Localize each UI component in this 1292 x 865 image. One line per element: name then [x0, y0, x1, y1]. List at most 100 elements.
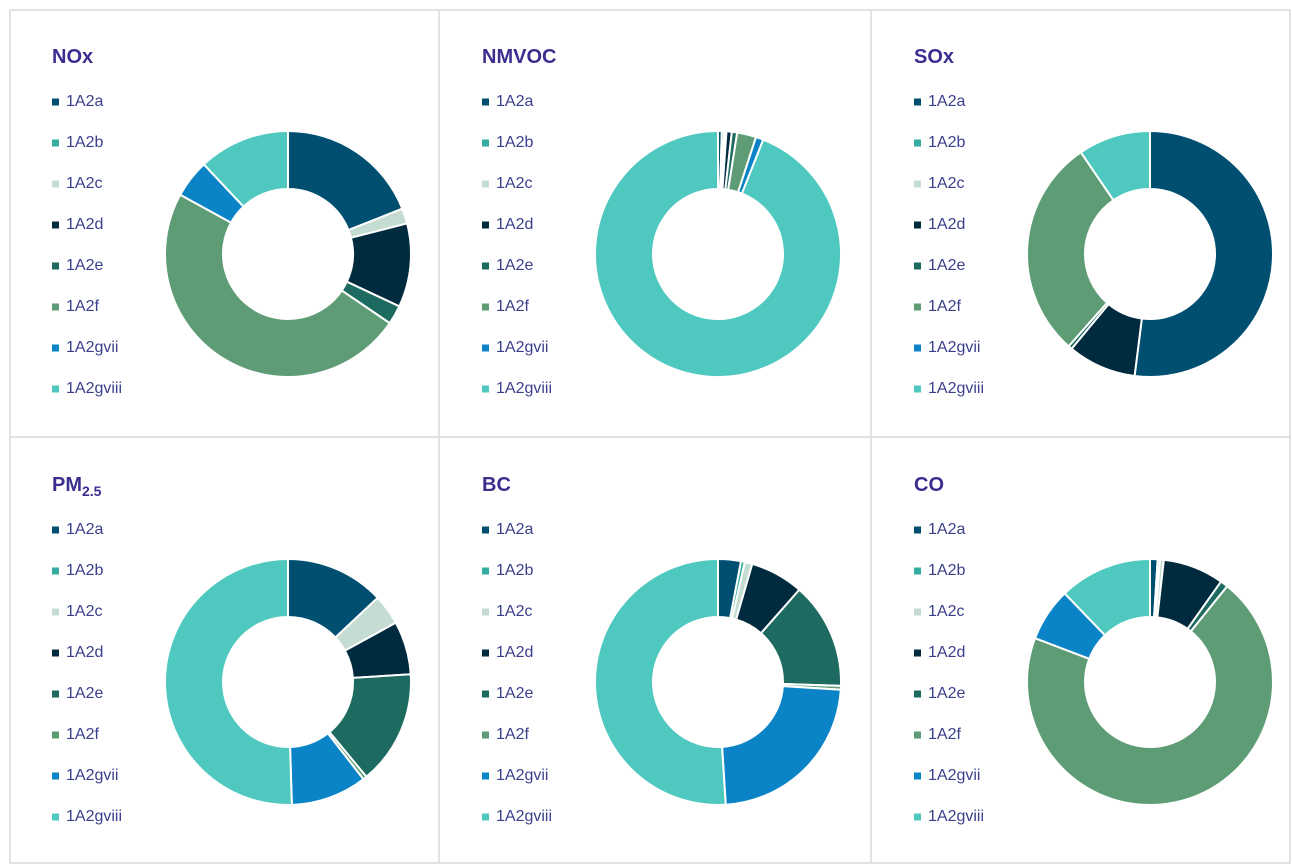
legend-label: 1A2gvii — [928, 767, 980, 784]
legend-swatch — [52, 813, 59, 821]
title-text: NOx — [52, 46, 93, 68]
legend-swatch — [914, 180, 921, 188]
legend-swatch — [52, 139, 59, 147]
legend-label: 1A2gviii — [66, 380, 122, 397]
legend-swatch — [52, 608, 59, 616]
legend-swatch — [482, 649, 489, 657]
legend-label: 1A2d — [496, 216, 533, 233]
legend-swatch — [52, 690, 59, 698]
legend-swatch — [52, 98, 59, 106]
legend-swatch — [52, 385, 59, 393]
donut-panel: CO 1A2a 1A2b 1A2c 1A2d 1A2e 1A2f 1A2gvii 1A2gvii… — [914, 474, 1275, 825]
legend-label: 1A2d — [66, 216, 103, 233]
donut-slice — [164, 193, 392, 378]
legend-label: 1A2a — [496, 93, 533, 110]
legend-swatch — [482, 303, 489, 311]
legend-label: 1A2gvii — [928, 339, 980, 356]
legend-swatch — [482, 772, 489, 780]
legend-swatch — [52, 221, 59, 229]
legend-swatch — [482, 690, 489, 698]
legend-swatch — [482, 344, 489, 352]
legend-swatch — [482, 567, 489, 575]
legend-label: 1A2gviii — [928, 380, 984, 397]
donut-panel: NOx 1A2a 1A2b 1A2c 1A2d 1A2e 1A2f 1A2gvii 1A2gvi… — [52, 46, 412, 397]
title-subscript: 2.5 — [82, 483, 102, 499]
chart-title: SOx — [914, 46, 954, 68]
legend-swatch — [914, 649, 921, 657]
chart-title: CO — [914, 474, 944, 496]
legend-swatch — [482, 813, 489, 821]
title-text: BC — [482, 474, 511, 496]
legend-swatch — [914, 98, 921, 106]
legend-label: 1A2e — [66, 685, 103, 702]
legend-swatch — [52, 303, 59, 311]
legend-label: 1A2c — [66, 175, 102, 192]
donut-slice — [1133, 129, 1274, 378]
legend-swatch — [914, 731, 921, 739]
donut-slice — [593, 557, 727, 806]
legend-label: 1A2c — [496, 175, 532, 192]
legend-label: 1A2e — [66, 257, 103, 274]
donut-panel: NMVOC 1A2a 1A2b 1A2c 1A2d 1A2e 1A2f 1A2gvii 1A2g… — [482, 46, 842, 397]
donut-slice — [202, 129, 289, 209]
legend-label: 1A2d — [928, 644, 965, 661]
legend-swatch — [914, 526, 921, 534]
legend-label: 1A2a — [66, 521, 103, 538]
legend-label: 1A2gviii — [66, 808, 122, 825]
legend-swatch — [914, 608, 921, 616]
legend-swatch — [52, 731, 59, 739]
legend-label: 1A2d — [496, 644, 533, 661]
chart-title: PM2.5 — [52, 474, 102, 498]
donut-panel: SOx 1A2a 1A2b 1A2c 1A2d 1A2e 1A2f 1A2gvii 1A2gvi… — [914, 46, 1274, 397]
legend-swatch — [482, 385, 489, 393]
legend-swatch — [52, 772, 59, 780]
legend-label: 1A2d — [66, 644, 103, 661]
legend-swatch — [482, 526, 489, 534]
legend-swatch — [482, 98, 489, 106]
legend-swatch — [482, 731, 489, 739]
donut-slice — [1079, 129, 1151, 202]
legend-label: 1A2b — [66, 134, 103, 151]
legend-label: 1A2b — [928, 134, 965, 151]
legend-label: 1A2a — [928, 521, 965, 538]
legend-label: 1A2gvii — [496, 339, 548, 356]
legend-swatch — [482, 608, 489, 616]
legend-label: 1A2f — [496, 298, 529, 315]
legend-label: 1A2a — [496, 521, 533, 538]
legend-label: 1A2c — [496, 603, 532, 620]
legend-label: 1A2b — [66, 562, 103, 579]
legend-label: 1A2f — [928, 298, 961, 315]
legend-label: 1A2gviii — [496, 808, 552, 825]
title-text: CO — [914, 474, 944, 496]
legend-swatch — [482, 180, 489, 188]
legend-label: 1A2b — [496, 134, 533, 151]
donut-slice — [594, 129, 842, 378]
legend-swatch — [914, 385, 921, 393]
donut-slice — [1026, 584, 1275, 806]
legend-swatch — [52, 649, 59, 657]
legend-label: 1A2gviii — [928, 808, 984, 825]
donut-slice — [721, 685, 842, 806]
legend-label: 1A2d — [928, 216, 965, 233]
legend-label: 1A2c — [66, 603, 102, 620]
donut-panel: PM2.5 1A2a 1A2b 1A2c 1A2d 1A2e 1A2f 1A2gvii 1A2g… — [52, 474, 412, 825]
legend-label: 1A2e — [496, 257, 533, 274]
legend-swatch — [52, 567, 59, 575]
legend-swatch — [914, 221, 921, 229]
legend-label: 1A2c — [928, 603, 964, 620]
legend-label: 1A2b — [496, 562, 533, 579]
legend-swatch — [914, 344, 921, 352]
donut-panel: BC 1A2a 1A2b 1A2c 1A2d 1A2e 1A2f 1A2gvii 1A2gvii… — [482, 474, 842, 825]
legend-label: 1A2e — [496, 685, 533, 702]
panel-borders — [9, 9, 1291, 864]
legend-swatch — [482, 139, 489, 147]
title-text: PM — [52, 474, 82, 496]
legend-swatch — [914, 772, 921, 780]
legend-label: 1A2a — [928, 93, 965, 110]
legend-swatch — [52, 180, 59, 188]
legend-swatch — [914, 813, 921, 821]
legend-swatch — [914, 139, 921, 147]
legend-label: 1A2f — [496, 726, 529, 743]
donut-slice — [164, 557, 293, 806]
